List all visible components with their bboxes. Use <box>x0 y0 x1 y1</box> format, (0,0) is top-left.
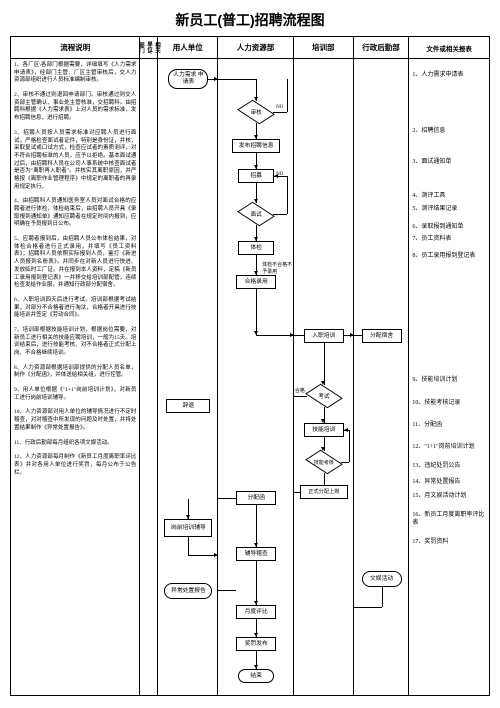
header-docs: 文件或相关报表 <box>409 37 489 59</box>
node-end: 结束 <box>238 669 274 683</box>
label-no: NO <box>276 105 283 110</box>
node-interview: 面试 <box>239 203 273 225</box>
user-body: 人力需求 申请表 辞退 岗前培训辅导 异常处置报告 <box>158 59 217 695</box>
node-monthly-eval: 月度评比 <box>236 605 276 619</box>
doc-item: 5、测评结果记录 <box>409 203 489 215</box>
desc-item: 6、入职培训四天后进行考试。培训部根据考试结果，对部分不合格者进行淘汰，合格者开… <box>11 294 139 324</box>
desc-item: 4、由招聘科人员通知医务室人员对面试合格的应聘者进行体检，体检结束后，由招聘人员… <box>11 195 139 233</box>
node-audit: 辅导稽查 <box>236 547 276 561</box>
desc-item: 9、用人单位根据《"1+1"岗前培训计划》，对新员工进行岗前培训辅导。 <box>11 384 139 406</box>
doc-item: 4、测评工具 <box>409 190 489 202</box>
header-user: 用人单位 <box>158 37 217 59</box>
node-recruit: 招募 <box>238 169 274 183</box>
header-related: 相关单位/部门 <box>140 37 157 59</box>
doc-item: 3、面试通知单 <box>409 156 489 168</box>
doc-item: 12、"1+1"岗前培训计划 <box>409 441 489 453</box>
col-hr-dept: 人力资源部 审核 NO 发布招聘信息 招募 NO <box>218 37 294 695</box>
node-exam: 考试 <box>307 385 341 407</box>
label-medical-fail: 体检不合格不予录用 <box>262 261 293 275</box>
header-description: 流程说明 <box>11 37 139 59</box>
desc-item: 7、培训部根据技能培训计划，根据岗位需要，对新员工进行相关的技能应聘培训，一般为… <box>11 324 139 362</box>
desc-item: 8、人力资源部根据培训部提供的分配人员名单，制作《分配函》，并体送给相关组，进行… <box>11 362 139 384</box>
desc-item: 2、审核不通过则退回申请部门。审核通过则交人资部主管确认、事业处主管核准，交招聘… <box>11 89 139 127</box>
col-user-dept: 用人单位 人力需求 申请表 辞退 岗前培训辅导 异常处置报告 <box>158 37 218 695</box>
desc-item: 10、人力资源部对用人单位的辅导情况进行不定时稽查，对对稽查中所发现的问题及时处… <box>11 406 139 436</box>
desc-item: 12、人力资源部每月制作《新员工月度离职率评比表》并对各用人单位进行奖罚，每月公… <box>11 451 139 481</box>
desc-item: 3、招聘人员按人员需求标准对应聘人员进行面试，严格检查面试者证件，特别是身份证，… <box>11 127 139 196</box>
node-review: 审核 <box>239 101 273 123</box>
node-dismiss: 辞退 <box>166 399 210 413</box>
node-exception-report: 异常处置报告 <box>164 583 212 599</box>
doc-item: 14、异常处置报告 <box>409 476 489 488</box>
col-related: 相关单位/部门 <box>140 37 158 695</box>
col-documents: 文件或相关报表 1、人力需求申请表 2、招聘信息 3、面试通知单 4、测评工具 … <box>409 37 489 695</box>
admin-body: 分配宿舍 文娱活动 <box>354 59 409 695</box>
train-body: 入职培训 考试 不合格 技能培训 技能考核 <box>294 59 353 695</box>
node-formal-assign: 正式分配上岗 <box>300 485 348 499</box>
desc-item: 1、各厂区\各部门根据需要，详细填写《人力需求申请表》，经部门主管、厂区主管审核… <box>11 59 139 89</box>
col-description: 流程说明 1、各厂区\各部门根据需要，详细填写《人力需求申请表》，经部门主管、厂… <box>11 37 140 695</box>
col-training-dept: 培训部 入职培训 考试 不合格 技能培训 <box>294 37 354 695</box>
doc-item: 9、技能培训计划 <box>409 374 489 386</box>
doc-item: 6、录取报到通知单 <box>409 221 489 233</box>
header-hr: 人力资源部 <box>218 37 293 59</box>
doc-item: 15、月文娱活动计划 <box>409 490 489 502</box>
desc-body: 1、各厂区\各部门根据需要，详细填写《人力需求申请表》，经部门主管、厂区主管审核… <box>11 59 139 695</box>
doc-item: 1、人力需求申请表 <box>409 69 489 81</box>
node-dispatch-letter: 分配函 <box>236 491 276 505</box>
node-award: 奖罚发布 <box>236 637 276 651</box>
desc-item: 11、行政后勤部每月组织各项文娱活动。 <box>11 437 139 452</box>
node-activity: 文娱活动 <box>362 571 402 587</box>
header-train: 培训部 <box>294 37 353 59</box>
doc-item: 8、员工录用报到登记表 <box>409 250 489 262</box>
col-admin-dept: 行政后勤部 分配宿舍 文娱活动 <box>354 37 410 695</box>
docs-body: 1、人力需求申请表 2、招聘信息 3、面试通知单 4、测评工具 5、测评结果记录… <box>409 59 489 695</box>
page-title: 新员工(普工)招聘流程图 <box>0 0 500 36</box>
node-request-form: 人力需求 申请表 <box>168 69 208 89</box>
doc-item: 7、员工资料表 <box>409 233 489 245</box>
node-medical: 体检 <box>238 241 274 255</box>
doc-item: 11、分配函 <box>409 419 489 431</box>
flowchart-grid: 流程说明 1、各厂区\各部门根据需要，详细填写《人力需求申请表》，经部门主管、厂… <box>10 36 490 696</box>
label-unqualified: 不合格 <box>294 387 305 394</box>
doc-item: 2、招聘信息 <box>409 125 489 137</box>
node-assign-dorm: 分配宿舍 <box>362 329 402 343</box>
doc-item: 17、奖罚资料 <box>409 536 489 548</box>
node-skill-training: 技能培训 <box>304 423 344 437</box>
node-post-info: 发布招聘信息 <box>232 139 280 153</box>
hr-body: 审核 NO 发布招聘信息 招募 NO 面试 <box>218 59 293 695</box>
doc-item: 10、技能考核记录 <box>409 397 489 409</box>
desc-item: 5、应聘者报到后，由招聘人员公布体检结果，对体检合格者进行正式录用，并填写《员工… <box>11 233 139 294</box>
doc-item: 16、新员工月度离职率评比表 <box>409 509 489 530</box>
node-pretrain-coach: 岗前培训辅导 <box>164 519 212 537</box>
header-admin: 行政后勤部 <box>354 37 409 59</box>
doc-item: 13、违纪处罚公告 <box>409 460 489 472</box>
node-skill-check: 技能考核 <box>307 451 341 473</box>
node-induction-training: 入职培训 <box>304 329 344 343</box>
node-pass-hire: 合格录用 <box>236 275 276 289</box>
